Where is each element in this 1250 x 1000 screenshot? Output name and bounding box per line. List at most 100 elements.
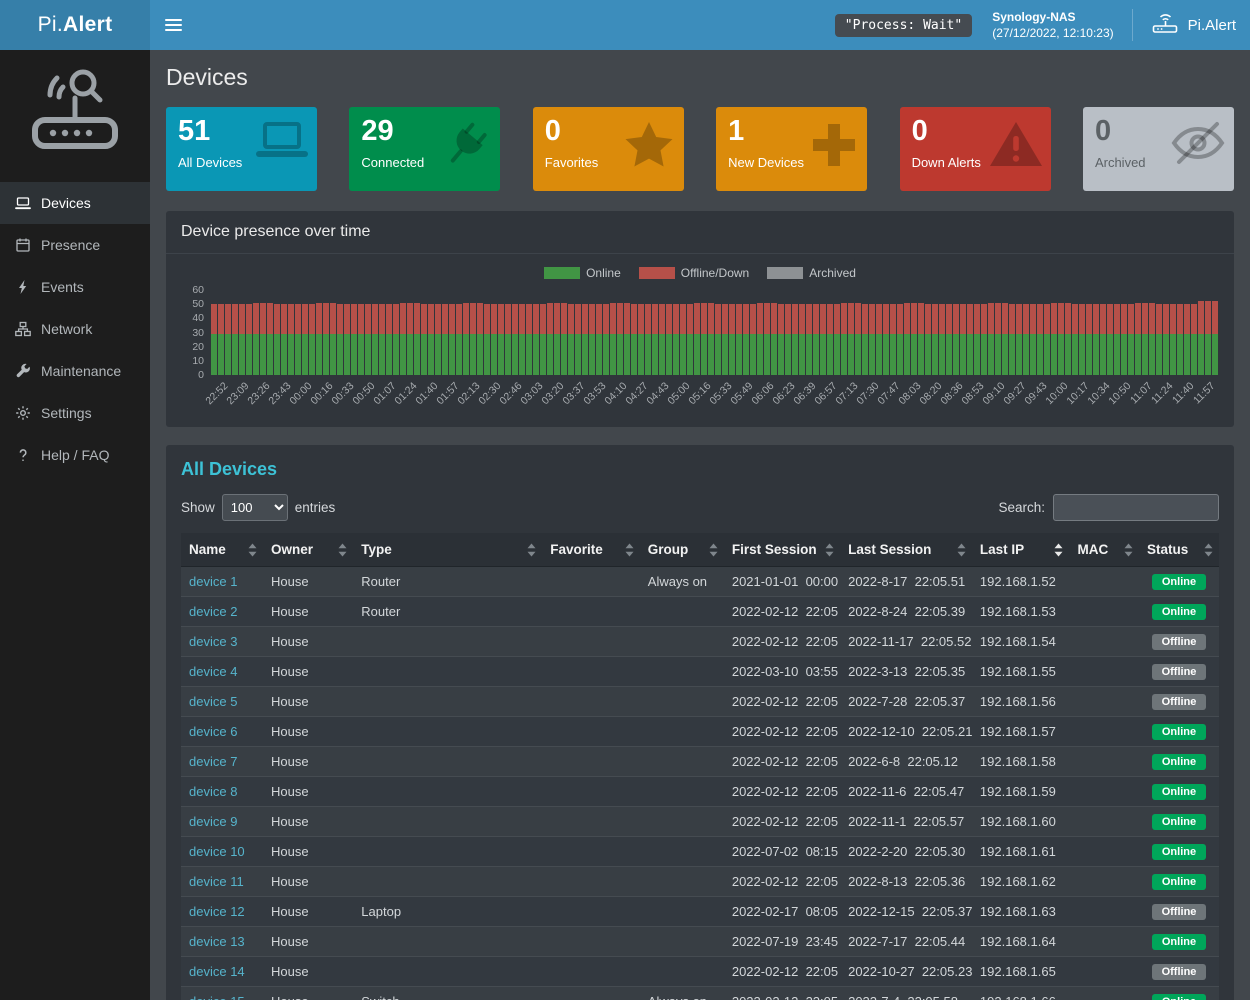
column-header-last-session[interactable]: Last Session [840,533,972,567]
chart-bar [708,302,714,375]
favorite-cell [542,926,640,957]
stat-card-new-devices[interactable]: 1 New Devices [716,107,868,191]
chart-bar [575,304,581,375]
chart-bar [442,304,448,375]
device-name-link[interactable]: device 9 [189,814,238,829]
chart-bars [211,290,1219,375]
column-header-mac[interactable]: MAC [1069,533,1139,567]
first-session-cell: 2022-07-19 23:45 [723,926,841,957]
column-header-type[interactable]: Type [353,533,543,567]
sidebar-item-devices[interactable]: Devices [0,182,150,224]
question-icon [15,447,31,463]
stat-label: Down Alerts [911,154,981,170]
chart-bar [463,302,469,375]
sidebar-item-help-faq[interactable]: Help / FAQ [0,434,150,476]
chart-bar [533,304,539,375]
first-session-cell: 2022-02-12 22:05 [723,806,841,837]
table-row: device 7 House 2022-02-12 22:05 2022-6-8 22… [181,746,1219,777]
sidebar-item-settings[interactable]: Settings [0,392,150,434]
stat-card-all-devices[interactable]: 51 All Devices [166,107,317,191]
chart-bar [414,302,420,375]
device-name-link[interactable]: device 11 [189,874,244,889]
first-session-cell: 2022-02-12 22:05 [723,956,841,987]
status-cell: Offline [1139,656,1219,687]
sidebar-item-maintenance[interactable]: Maintenance [0,350,150,392]
legend-swatch [638,267,675,279]
entries-select[interactable]: 100 [221,494,288,521]
stat-card-favorites[interactable]: 0 Favorites [532,107,684,191]
sidebar-item-network[interactable]: Network [0,308,150,350]
chart-bar [715,304,721,375]
table-controls: Show 100 entries Search: [181,494,1219,521]
status-badge: Offline [1151,904,1207,920]
stat-card-down-alerts[interactable]: 0 Down Alerts [899,107,1051,191]
sidebar-item-presence[interactable]: Presence [0,224,150,266]
sidebar-item-label: Network [41,321,93,337]
column-header-favorite[interactable]: Favorite [542,533,640,567]
device-name-link[interactable]: device 10 [189,844,245,859]
x-tick-label: 00:16 [307,380,335,408]
brand-label: Pi.Alert [1187,16,1236,34]
device-name-link[interactable]: device 1 [189,574,238,589]
device-name-link[interactable]: device 12 [189,904,245,919]
favorite-cell [542,866,640,897]
device-name-link[interactable]: device 7 [189,754,238,769]
device-name-link[interactable]: device 3 [189,634,238,649]
sidebar-item-label: Settings [41,405,92,421]
entries-label: entries [294,500,336,515]
presence-panel-title: Device presence over time [166,211,1234,254]
mac-cell [1069,896,1139,927]
first-session-cell: 2022-02-12 22:05 [723,626,841,657]
legend-item-online[interactable]: Online [544,266,621,280]
x-tick-label: 05:00 [664,380,692,408]
status-badge: Online [1151,574,1207,590]
sort-icon [708,543,719,556]
group-cell: Always on [639,986,724,1000]
last-session-cell: 2022-7-28 22:05.37 [840,686,972,717]
device-name-link[interactable]: device 14 [189,964,245,979]
x-tick-label: 07:47 [874,380,902,408]
device-name-link[interactable]: device 2 [189,604,238,619]
devices-table: Name Owner Type Favorite Group First Session L… [181,533,1219,1000]
chart-bar [946,304,952,375]
column-header-first-session[interactable]: First Session [723,533,841,567]
legend-item-offline-down[interactable]: Offline/Down [638,266,749,280]
column-header-owner[interactable]: Owner [263,533,354,567]
sidebar-toggle-button[interactable] [150,0,196,50]
device-name-link[interactable]: device 15 [189,994,245,1000]
device-name-link[interactable]: device 6 [189,724,238,739]
column-header-name[interactable]: Name [181,533,263,567]
chart-bar [288,304,294,375]
stat-value: 1 [728,115,745,147]
show-label: Show [181,500,215,515]
first-session-cell: 2022-03-10 03:55 [723,656,841,687]
status-badge: Online [1151,784,1207,800]
chart-bar [540,304,546,375]
chart-bar [939,304,945,375]
device-name-link[interactable]: device 13 [189,934,245,949]
chart-bar [232,304,238,375]
last-ip-cell: 192.168.1.62 [971,866,1070,897]
chart-bar [1184,304,1190,375]
legend-item-archived[interactable]: Archived [767,266,856,280]
column-header-status[interactable]: Status [1139,533,1219,567]
sort-icon [624,543,635,556]
sidebar-item-events[interactable]: Events [0,266,150,308]
group-cell [639,596,724,627]
mac-cell [1069,656,1139,687]
header-brand[interactable]: Pi.Alert [1131,9,1236,41]
status-cell: Online [1139,776,1219,807]
column-header-last-ip[interactable]: Last IP [971,533,1070,567]
chart-bar [1009,304,1015,375]
search-input[interactable] [1053,494,1219,521]
chart-bar [813,304,819,375]
device-name-link[interactable]: device 5 [189,694,238,709]
chart-y-axis: 60 50 40 30 20 10 0 [181,284,211,381]
device-name-link[interactable]: device 8 [189,784,238,799]
column-header-group[interactable]: Group [639,533,724,567]
table-row: device 3 House 2022-02-12 22:05 2022-11-17 … [181,626,1219,657]
app-logo[interactable]: Pi. Alert [0,0,150,50]
stat-card-archived[interactable]: 0 Archived [1082,107,1234,191]
stat-card-connected[interactable]: 29 Connected [349,107,501,191]
device-name-link[interactable]: device 4 [189,664,238,679]
